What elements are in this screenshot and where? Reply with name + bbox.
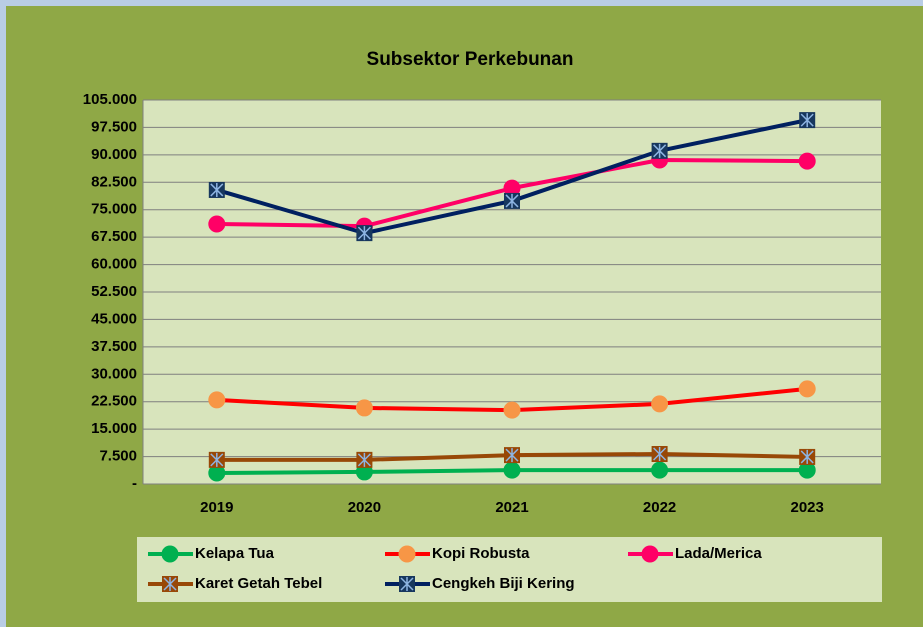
- y-tick-label: 37.500: [91, 338, 137, 355]
- chart-title: Subsektor Perkebunan: [367, 49, 574, 70]
- marker: [651, 461, 669, 479]
- marker: [208, 215, 226, 233]
- legend-label: Kopi Robusta: [432, 545, 530, 562]
- marker: [355, 399, 373, 417]
- x-tick-label: 2021: [495, 499, 528, 516]
- marker: [162, 576, 178, 592]
- marker: [208, 181, 225, 198]
- marker: [504, 192, 520, 209]
- y-tick-label: 45.000: [91, 310, 137, 327]
- marker: [641, 545, 659, 563]
- marker: [356, 225, 373, 242]
- y-tick-label: 30.000: [91, 365, 137, 382]
- marker: [161, 545, 179, 563]
- y-tick-label: 97.500: [91, 118, 137, 135]
- marker: [398, 545, 416, 563]
- marker: [399, 576, 415, 592]
- y-tick-label: 105.000: [83, 91, 137, 108]
- marker: [799, 448, 816, 465]
- y-tick-label: 7.500: [99, 448, 137, 465]
- y-tick-label: 52.500: [91, 283, 137, 300]
- y-tick-label: 75.000: [91, 201, 137, 218]
- y-tick-label: 15.000: [91, 420, 137, 437]
- y-tick-label: -: [132, 475, 137, 492]
- y-tick-label: 90.000: [91, 146, 137, 163]
- marker: [504, 447, 520, 464]
- marker: [208, 391, 226, 409]
- marker: [651, 142, 668, 159]
- marker: [208, 451, 225, 468]
- marker: [798, 152, 816, 170]
- y-tick-label: 60.000: [91, 256, 137, 273]
- legend-box: [137, 537, 882, 602]
- legend-label: Lada/Merica: [675, 545, 762, 562]
- legend-label: Kelapa Tua: [195, 545, 275, 562]
- y-tick-label: 82.500: [91, 173, 137, 190]
- marker: [356, 451, 373, 468]
- x-tick-label: 2023: [791, 499, 824, 516]
- x-tick-label: 2020: [348, 499, 381, 516]
- y-tick-label: 67.500: [91, 228, 137, 245]
- legend-label: Cengkeh Biji Kering: [432, 575, 575, 592]
- marker: [503, 401, 521, 419]
- y-tick-label: 22.500: [91, 393, 137, 410]
- legend-label: Karet Getah Tebel: [195, 575, 322, 592]
- marker: [651, 446, 668, 463]
- x-tick-label: 2022: [643, 499, 676, 516]
- marker: [799, 112, 816, 129]
- marker: [503, 461, 521, 479]
- x-tick-label: 2019: [200, 499, 233, 516]
- marker: [651, 395, 669, 413]
- marker: [798, 380, 816, 398]
